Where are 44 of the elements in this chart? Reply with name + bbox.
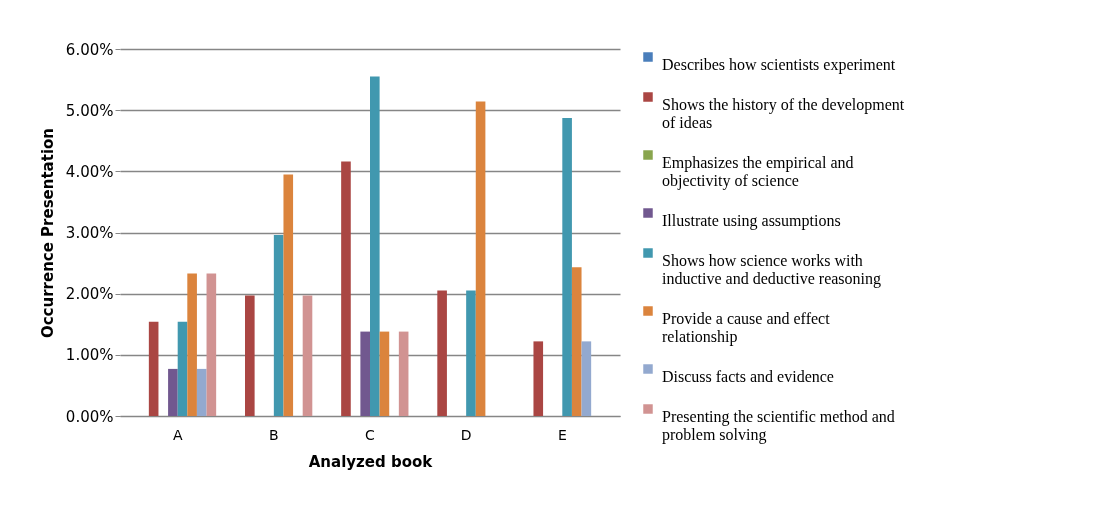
y-tick-label: 5.00% xyxy=(65,101,114,120)
bar xyxy=(562,118,572,416)
bar xyxy=(245,295,255,416)
y-tick-label: 0.00% xyxy=(65,407,114,426)
bar xyxy=(177,321,188,416)
y-axis-title: Occurrence Presentation xyxy=(38,127,57,339)
x-tick-label: A xyxy=(172,426,183,443)
bar xyxy=(370,76,380,416)
legend-label: Shows the history of the development of ideas xyxy=(662,96,905,131)
legend-label: Illustrate using assumptions xyxy=(662,212,841,230)
legend-label: Emphasizes the empirical and objectivity of science xyxy=(662,154,854,190)
bar xyxy=(196,368,207,416)
x-tick-label: E xyxy=(557,426,567,443)
bar xyxy=(168,368,178,416)
y-tick-label: 1.00% xyxy=(65,346,114,365)
bar xyxy=(533,341,544,416)
y-tick-label: 2.00% xyxy=(65,285,114,304)
legend-label: Describes how scientists experiment xyxy=(662,56,896,74)
legend-label: Presenting the scientific method and problem solving xyxy=(662,408,895,444)
y-tick-label: 3.00% xyxy=(65,224,114,242)
legend-label: Shows how science works with inductive and deductive reasoning xyxy=(662,252,882,288)
bar xyxy=(466,290,476,416)
bar xyxy=(379,331,390,416)
bar xyxy=(273,234,284,416)
x-tick-label: C xyxy=(365,426,376,443)
bar xyxy=(187,273,197,416)
x-tick-label: D xyxy=(460,426,472,443)
bar xyxy=(206,273,217,416)
legend-label: Discuss facts and evidence xyxy=(662,368,834,385)
bar xyxy=(581,341,592,416)
bar xyxy=(360,331,370,416)
bar xyxy=(148,321,159,416)
x-axis-title: Analyzed book xyxy=(308,452,434,471)
bar xyxy=(437,290,447,416)
y-tick-label: 6.00% xyxy=(65,40,114,59)
bar xyxy=(475,101,486,416)
bar xyxy=(571,267,582,416)
bar xyxy=(398,331,409,416)
bar xyxy=(341,161,351,416)
bar xyxy=(283,174,294,416)
bar xyxy=(302,295,313,416)
x-tick-label: B xyxy=(269,426,279,443)
y-tick-label: 4.00% xyxy=(65,162,114,181)
legend-label: Provide a cause and effect relationship xyxy=(662,310,831,346)
